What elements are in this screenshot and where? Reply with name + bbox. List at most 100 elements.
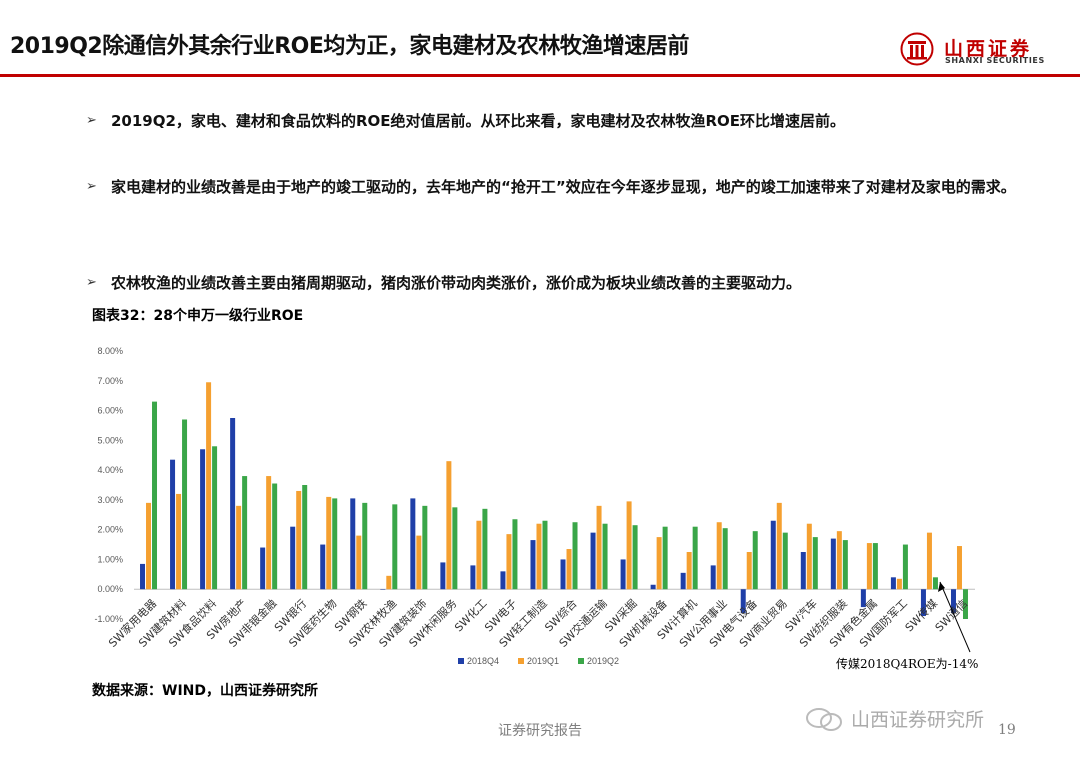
bar-2019Q1: [446, 461, 452, 590]
bar-2018Q4: [680, 572, 686, 590]
legend-swatch: [518, 658, 524, 664]
bar-2018Q4: [620, 559, 626, 590]
bar-2019Q2: [332, 498, 338, 590]
bar-2019Q1: [836, 531, 842, 590]
bar-2018Q4: [230, 418, 236, 590]
page-number: 19: [998, 722, 1016, 738]
bullet-text: 2019Q2，家电、建材和食品饮料的ROE绝对值居前。从环比来看，家电建材及农林…: [111, 112, 846, 130]
bar-2018Q4: [140, 563, 146, 590]
bar-2019Q1: [416, 535, 422, 590]
bar-2019Q1: [176, 493, 182, 590]
bar-2019Q2: [692, 526, 698, 590]
y-tick-label: 8.00%: [97, 346, 123, 356]
bar-2019Q2: [212, 446, 218, 590]
chart-annotation: 传媒2018Q4ROE为-14%: [836, 657, 979, 671]
bar-2019Q1: [326, 496, 332, 590]
bullet-text: 家电建材的业绩改善是由于地产的竣工驱动的，去年地产的“抢开工”效应在今年逐步显现…: [111, 178, 1016, 196]
footer-label: 证券研究报告: [498, 723, 582, 739]
bar-2019Q1: [746, 552, 752, 590]
logo-cn-text: 山西证券: [944, 38, 1033, 60]
bar-2018Q4: [350, 498, 356, 590]
y-tick-label: 5.00%: [97, 435, 123, 445]
bar-2019Q2: [662, 526, 668, 590]
logo-emblem-icon: [900, 32, 934, 66]
watermark: 山西证券研究所: [805, 705, 1055, 733]
bar-2018Q4: [560, 559, 566, 590]
bar-2019Q1: [596, 505, 602, 590]
bar-2019Q1: [356, 535, 362, 590]
bar-2019Q2: [512, 519, 518, 590]
y-tick-label: 2.00%: [97, 525, 123, 535]
bar-2019Q2: [182, 419, 188, 590]
company-logo: 山西证券 SHANXI SECURITIES: [900, 30, 1070, 70]
bar-2018Q4: [920, 589, 926, 617]
bar-2019Q2: [902, 544, 908, 590]
bar-2019Q2: [782, 532, 788, 590]
bar-2018Q4: [830, 538, 836, 590]
bar-2019Q1: [686, 552, 692, 590]
bar-2019Q2: [572, 522, 578, 590]
slide-header: 2019Q2除通信外其余行业ROE均为正，家电建材及农林牧渔增速居前 山西证券 …: [0, 0, 1080, 74]
bar-2018Q4: [290, 526, 296, 590]
bar-2019Q1: [776, 502, 782, 590]
bar-2019Q1: [386, 575, 392, 590]
bar-2019Q2: [752, 531, 758, 590]
annotation-arrow-head-icon: [938, 582, 945, 592]
legend-swatch: [458, 658, 464, 664]
bar-2018Q4: [440, 562, 446, 590]
legend-label: 2019Q1: [527, 656, 559, 666]
bar-2019Q2: [962, 589, 968, 619]
bar-2018Q4: [800, 552, 806, 590]
bar-2019Q1: [656, 537, 662, 590]
bar-2019Q1: [716, 522, 722, 590]
y-tick-label: 3.00%: [97, 495, 123, 505]
title-divider: [0, 74, 1080, 77]
category-label: SW化工: [451, 596, 489, 634]
bar-2019Q1: [896, 578, 902, 590]
bar-2018Q4: [530, 540, 536, 590]
bar-2019Q1: [296, 490, 302, 590]
watermark-text: 山西证券研究所: [851, 709, 985, 731]
bar-2018Q4: [650, 584, 656, 590]
bar-2018Q4: [200, 449, 206, 590]
bar-2019Q2: [932, 577, 938, 590]
bar-2019Q2: [152, 401, 158, 590]
logo-en-text: SHANXI SECURITIES: [945, 56, 1045, 65]
y-tick-label: 6.00%: [97, 406, 123, 416]
bar-2019Q2: [872, 543, 878, 590]
roe-bar-chart: 8.00% 7.00% 6.00% 5.00% 4.00% 3.00% 2.00% 1.00%…: [94, 346, 975, 666]
y-tick-label: -1.00%: [94, 614, 123, 624]
legend-label: 2019Q2: [587, 656, 619, 666]
bar-2019Q1: [626, 501, 632, 590]
y-tick-label: 1.00%: [97, 554, 123, 564]
y-tick-label: 4.00%: [97, 465, 123, 475]
bar-2019Q2: [632, 525, 638, 590]
bar-2019Q1: [956, 546, 962, 590]
bar-2019Q1: [866, 543, 872, 590]
bar-2019Q2: [422, 505, 428, 590]
bar-2019Q1: [806, 523, 812, 590]
chart-caption: 图表32：28个申万一级行业ROE: [92, 308, 304, 324]
arrow-bullet-icon: ➢: [86, 275, 97, 290]
bar-2018Q4: [710, 565, 716, 590]
bar-2019Q2: [812, 537, 818, 590]
bar-2019Q2: [602, 523, 608, 590]
bar-2018Q4: [590, 532, 596, 590]
bar-2019Q1: [476, 520, 482, 590]
bar-2019Q1: [506, 534, 512, 590]
slide-title: 2019Q2除通信外其余行业ROE均为正，家电建材及农林牧渔增速居前: [10, 34, 689, 59]
wechat-icon: [806, 708, 842, 731]
bar-2018Q4: [770, 520, 776, 590]
bar-2019Q2: [242, 476, 248, 590]
bar-2018Q4: [860, 589, 866, 608]
bar-2018Q4: [170, 459, 176, 590]
bar-2018Q4: [320, 544, 326, 590]
bar-2019Q2: [842, 540, 848, 590]
bar-2019Q2: [452, 507, 458, 590]
bar-2019Q1: [206, 382, 212, 590]
bar-2019Q1: [566, 549, 572, 590]
bar-2018Q4: [890, 577, 896, 590]
bar-2018Q4: [740, 589, 746, 614]
legend-label: 2018Q4: [467, 656, 499, 666]
bar-2019Q1: [236, 505, 242, 590]
